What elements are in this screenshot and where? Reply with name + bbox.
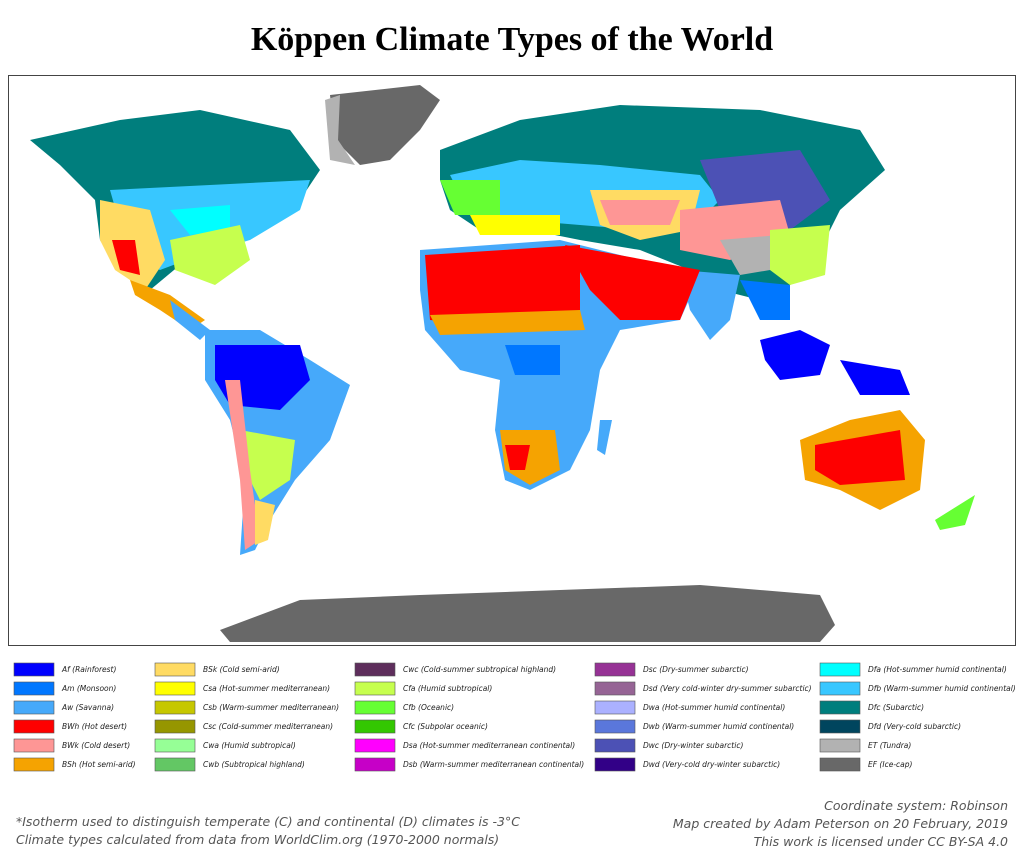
legend-label: Dwc (Dry-winter subarctic) bbox=[643, 741, 743, 750]
legend-swatch bbox=[154, 719, 196, 734]
legend-swatch bbox=[819, 738, 861, 753]
notes: *Isotherm used to distinguish temperate … bbox=[16, 798, 1008, 849]
legend-label: Aw (Savanna) bbox=[61, 703, 114, 712]
legend-label: BSh (Hot semi-arid) bbox=[62, 760, 136, 769]
legend-swatch bbox=[594, 738, 636, 753]
legend-swatch bbox=[13, 681, 55, 696]
legend-label: Dfa (Hot-summer humid continental) bbox=[868, 665, 1007, 674]
legend-swatch bbox=[354, 662, 396, 677]
legend-swatch bbox=[819, 719, 861, 734]
legend-swatch bbox=[594, 681, 636, 696]
legend-label: Dfb (Warm-summer humid continental) bbox=[868, 684, 1016, 693]
legend-label: BSk (Cold semi-arid) bbox=[203, 665, 280, 674]
note-right: Coordinate system: Robinson bbox=[824, 798, 1008, 813]
legend-swatch bbox=[594, 662, 636, 677]
legend-label: EF (Ice-cap) bbox=[868, 760, 912, 769]
legend-label: Cwb (Subtropical highland) bbox=[203, 760, 305, 769]
map-land bbox=[30, 85, 975, 642]
legend-label: Csa (Hot-summer mediterranean) bbox=[203, 684, 330, 693]
legend-swatch bbox=[154, 681, 196, 696]
title: Köppen Climate Types of the World bbox=[251, 21, 773, 58]
note-left: Climate types calculated from data from … bbox=[16, 832, 499, 847]
legend-label: BWh (Hot desert) bbox=[62, 722, 127, 731]
legend-swatch bbox=[13, 719, 55, 734]
legend-label: Dsd (Very cold-winter dry-summer subarct… bbox=[643, 684, 812, 693]
legend-swatch bbox=[354, 700, 396, 715]
legend-label: Dwa (Hot-summer humid continental) bbox=[643, 703, 785, 712]
legend-swatch bbox=[819, 700, 861, 715]
legend-swatch bbox=[354, 719, 396, 734]
legend-label: Am (Monsoon) bbox=[61, 684, 116, 693]
legend-swatch bbox=[13, 662, 55, 677]
legend-swatch bbox=[154, 757, 196, 772]
legend-label: Cwa (Humid subtropical) bbox=[203, 741, 296, 750]
legend-swatch bbox=[354, 738, 396, 753]
note-right: Map created by Adam Peterson on 20 Febru… bbox=[673, 816, 1008, 831]
legend-swatch bbox=[819, 662, 861, 677]
legend: Af (Rainforest) Am (Monsoon) Aw (Savanna) B… bbox=[13, 662, 1016, 772]
legend-label: Dfd (Very-cold subarctic) bbox=[868, 722, 961, 731]
legend-swatch bbox=[154, 738, 196, 753]
legend-label: Dwd (Very-cold dry-winter subarctic) bbox=[643, 760, 780, 769]
note-left: *Isotherm used to distinguish temperate … bbox=[16, 814, 520, 829]
legend-label: Dfc (Subarctic) bbox=[868, 703, 924, 712]
legend-swatch bbox=[819, 757, 861, 772]
legend-label: ET (Tundra) bbox=[868, 741, 911, 750]
legend-swatch bbox=[819, 681, 861, 696]
legend-label: Csb (Warm-summer mediterranean) bbox=[203, 703, 339, 712]
legend-label: Dwb (Warm-summer humid continental) bbox=[643, 722, 794, 731]
legend-swatch bbox=[154, 662, 196, 677]
legend-label: Cfa (Humid subtropical) bbox=[403, 684, 492, 693]
legend-label: Csc (Cold-summer mediterranean) bbox=[203, 722, 333, 731]
legend-label: BWk (Cold desert) bbox=[62, 741, 130, 750]
legend-label: Dsc (Dry-summer subarctic) bbox=[643, 665, 749, 674]
legend-label: Cfb (Oceanic) bbox=[403, 703, 454, 712]
legend-swatch bbox=[154, 700, 196, 715]
legend-swatch bbox=[594, 700, 636, 715]
legend-swatch bbox=[594, 757, 636, 772]
note-right: This work is licensed under CC BY-SA 4.0 bbox=[754, 834, 1008, 849]
legend-swatch bbox=[354, 681, 396, 696]
legend-swatch bbox=[13, 757, 55, 772]
legend-swatch bbox=[13, 700, 55, 715]
legend-swatch bbox=[594, 719, 636, 734]
legend-label: Dsa (Hot-summer mediterranean continenta… bbox=[403, 741, 575, 750]
legend-label: Dsb (Warm-summer mediterranean continent… bbox=[403, 760, 584, 769]
legend-label: Cfc (Subpolar oceanic) bbox=[403, 722, 488, 731]
legend-swatch bbox=[13, 738, 55, 753]
legend-label: Af (Rainforest) bbox=[61, 665, 117, 674]
legend-label: Cwc (Cold-summer subtropical highland) bbox=[403, 665, 556, 674]
legend-swatch bbox=[354, 757, 396, 772]
